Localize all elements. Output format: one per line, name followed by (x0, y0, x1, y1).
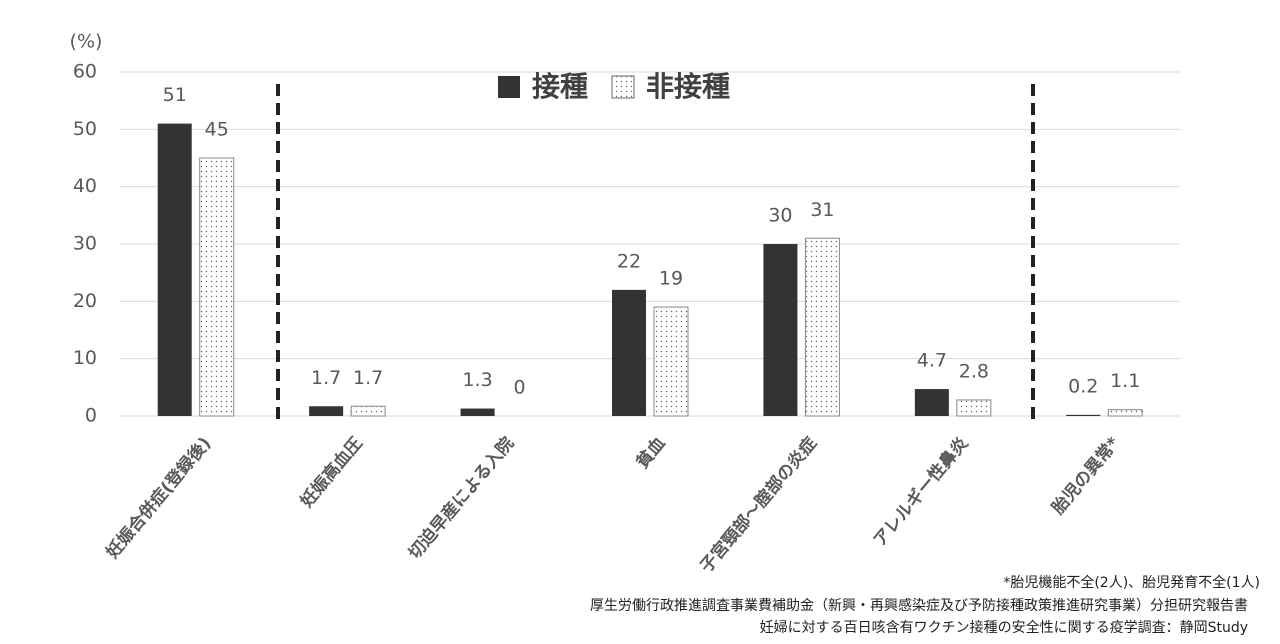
legend-label: 接種 (532, 70, 588, 103)
bar (157, 123, 192, 416)
legend-label: 非接種 (646, 70, 730, 103)
y-tick-label: 0 (85, 405, 97, 427)
data-label: 31 (810, 199, 834, 221)
bar (1107, 409, 1143, 417)
bar (460, 408, 495, 416)
data-label: 4.7 (917, 350, 947, 372)
y-tick-label: 60 (73, 61, 97, 83)
x-tick-label: 子宮頸部～腟部の炎症 (696, 433, 821, 577)
bar (309, 406, 344, 416)
data-label: 22 (617, 250, 641, 272)
data-label: 1.1 (1110, 370, 1140, 392)
data-label: 1.7 (353, 367, 383, 389)
x-tick-label: 胎児の異常* (1048, 433, 1125, 519)
y-tick-label: 30 (73, 233, 97, 255)
data-label: 30 (768, 205, 792, 227)
data-label: 51 (163, 84, 187, 106)
footnote: *胎児機能不全(2人)、胎児発育不全(1人) (1003, 574, 1260, 591)
x-tick-label: 妊娠高血圧 (296, 433, 367, 512)
data-label: 1.3 (462, 369, 492, 391)
bar (350, 405, 386, 417)
x-tick-label: アレルギー性鼻炎 (869, 433, 973, 551)
data-label: 2.8 (959, 360, 989, 382)
y-tick-label: 50 (73, 118, 97, 140)
bar (199, 157, 235, 417)
bar (763, 244, 798, 416)
bar (804, 237, 840, 417)
bar (914, 389, 949, 416)
source: 厚生労働行政推進調査事業費補助金（新興・再興感染症及び予防接種政策推進研究事業）… (590, 597, 1248, 614)
bar (1066, 414, 1101, 416)
data-label: 1.7 (311, 367, 341, 389)
y-axis-label: (%) (70, 31, 103, 53)
x-tick-label: 貧血 (632, 433, 670, 473)
data-label: 45 (205, 119, 229, 141)
x-tick-label: 妊娠合併症(登録後) (102, 433, 215, 563)
data-label: 0 (514, 377, 526, 399)
y-tick-label: 20 (73, 290, 97, 312)
y-tick-label: 40 (73, 175, 97, 197)
bar (612, 289, 646, 416)
x-tick-label: 切迫早産による入院 (404, 433, 518, 563)
legend-swatch (498, 76, 520, 98)
bar (956, 399, 992, 417)
data-label: 0.2 (1068, 375, 1098, 397)
source: 妊婦に対する百日咳含有ワクチン接種の安全性に関する疫学調査：静岡Study (760, 619, 1248, 636)
data-label: 19 (659, 268, 683, 290)
y-tick-label: 10 (73, 347, 97, 369)
legend-swatch (611, 75, 635, 99)
plot-area: 0 10 20 30 40 50 60 妊娠合併症(登録後) 51 45 妊娠高血圧 1.7 1.7 切迫… (73, 61, 1180, 577)
bar (653, 306, 689, 417)
